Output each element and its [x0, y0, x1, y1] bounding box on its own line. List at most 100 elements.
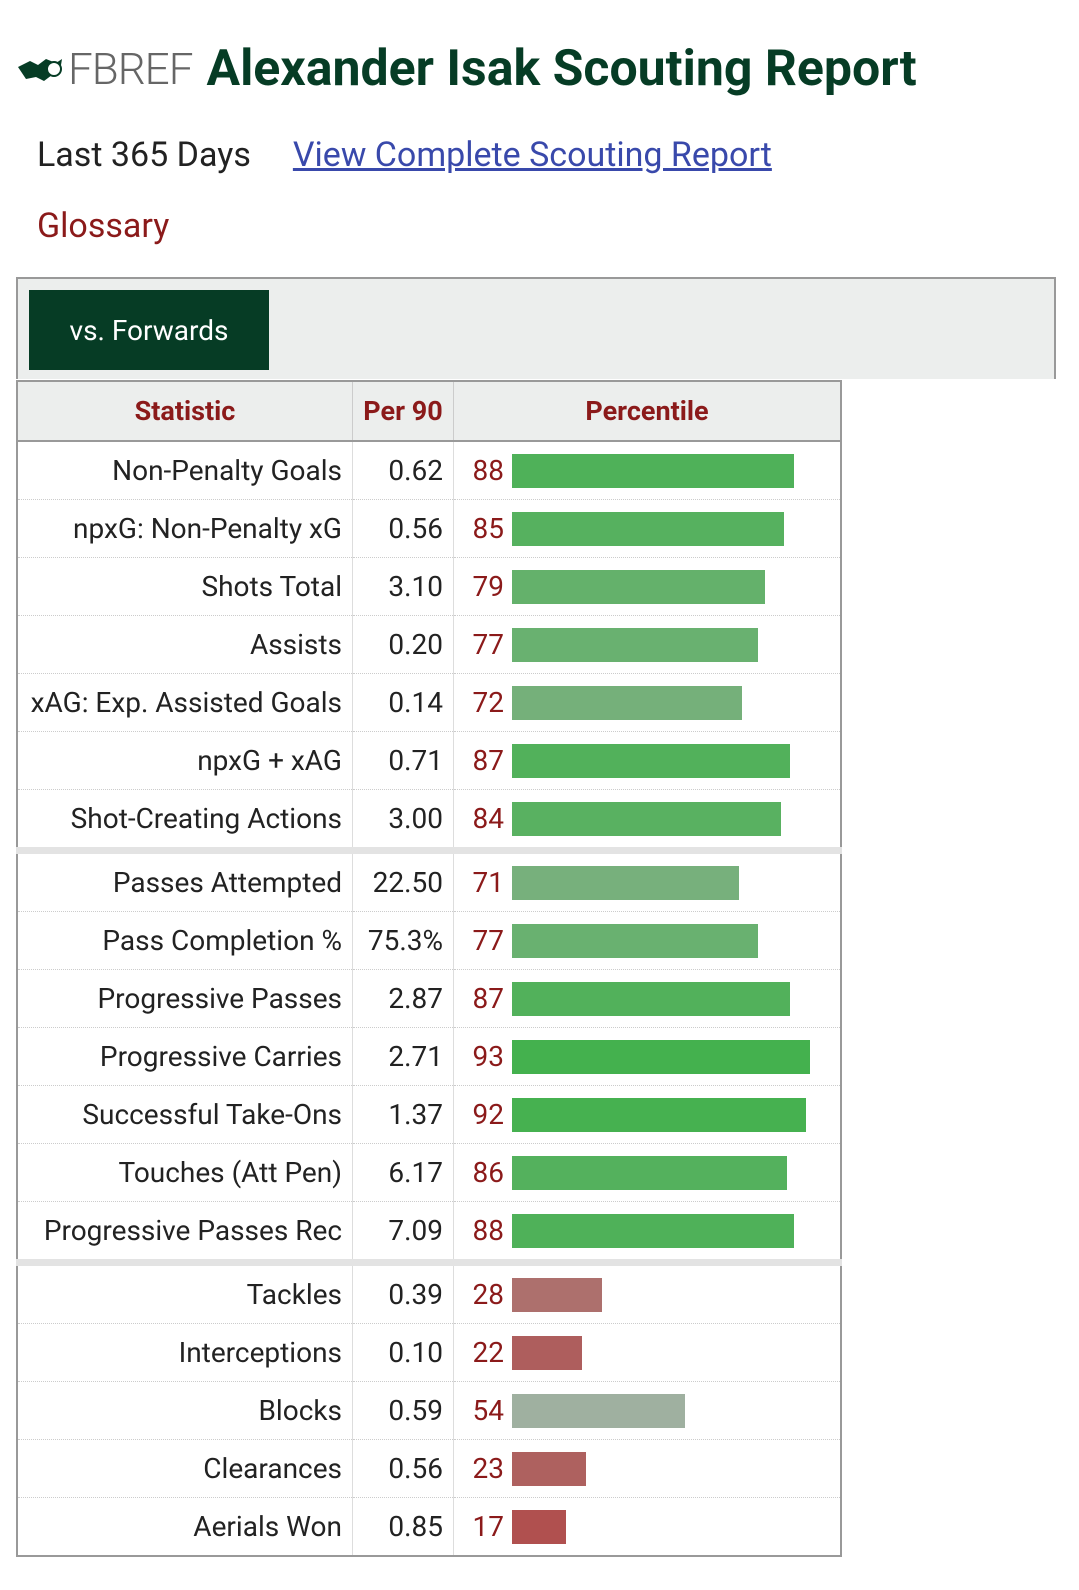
percentile-value: 17 — [472, 1510, 504, 1543]
table-row: Touches (Att Pen) 6.17 86 — [17, 1143, 841, 1202]
percentile-cell: 88 — [453, 1201, 841, 1263]
table-row: Successful Take-Ons 1.37 92 — [17, 1085, 841, 1144]
tab-bar: vs. Forwards — [16, 277, 1056, 379]
report-link[interactable]: View Complete Scouting Report — [292, 135, 772, 175]
column-header: Percentile — [453, 381, 842, 442]
table-row: Tackles 0.39 28 — [17, 1259, 841, 1324]
percentile-bar — [512, 453, 794, 488]
percentile-wrap: 28 — [454, 1277, 840, 1312]
percentile-bar — [512, 511, 784, 546]
table-row: Pass Completion % 75.3% 77 — [17, 911, 841, 970]
percentile-value: 88 — [472, 454, 504, 487]
statistic: Touches (Att Pen) — [17, 1143, 353, 1202]
percentile-wrap: 77 — [454, 923, 840, 958]
statistic: Tackles — [17, 1259, 353, 1324]
statistic: Progressive Passes Rec — [17, 1201, 353, 1263]
percentile-value: 88 — [472, 1214, 504, 1247]
percentile-wrap: 86 — [454, 1155, 840, 1190]
percentile-wrap: 93 — [454, 1039, 840, 1074]
header: FBREF Alexander Isak Scouting Report — [16, 40, 917, 98]
percentile-bar — [512, 865, 740, 900]
statistic: Blocks — [17, 1381, 353, 1440]
percentile-bar — [512, 1155, 788, 1190]
percentile-bar — [512, 1097, 807, 1132]
percentile-cell: 22 — [453, 1323, 841, 1382]
percentile-cell: 23 — [453, 1439, 841, 1498]
percentile-wrap: 54 — [454, 1393, 840, 1428]
percentile-value: 92 — [472, 1098, 504, 1131]
table-row: Passes Attempted 22.50 71 — [17, 847, 841, 912]
percentile-wrap: 92 — [454, 1097, 840, 1132]
statistic: npxG + xAG — [17, 731, 353, 790]
table-row: Shots Total 3.10 79 — [17, 557, 841, 616]
stats-table: Statistic Per 90 Percentile Non-Penalty Go… — [16, 380, 842, 1557]
percentile-wrap: 87 — [454, 743, 840, 778]
percentile-wrap: 72 — [454, 685, 840, 720]
table-body: Non-Penalty Goals 0.62 88 npxG: Non-Penalty… — [17, 441, 841, 1557]
statistic: npxG: Non-Penalty xG — [17, 499, 353, 558]
per-90: 0.14 — [352, 673, 454, 732]
percentile-value: 77 — [472, 628, 504, 661]
percentile-cell: 71 — [453, 847, 841, 912]
percentile-bar — [512, 1393, 685, 1428]
logo-icon — [18, 59, 62, 81]
per-90: 6.17 — [352, 1143, 454, 1202]
per-90: 0.59 — [352, 1381, 454, 1440]
per-90: 0.56 — [352, 499, 454, 558]
per-90: 0.71 — [352, 731, 454, 790]
table-row: Shot-Creating Actions 3.00 84 — [17, 789, 841, 851]
percentile-cell: 77 — [453, 911, 841, 970]
percentile-wrap: 85 — [454, 511, 840, 546]
table-row: Clearances 0.56 23 — [17, 1439, 841, 1498]
percentile-cell: 72 — [453, 673, 841, 732]
statistic: Aerials Won — [17, 1497, 353, 1557]
table-row: Progressive Passes 2.87 87 — [17, 969, 841, 1028]
table-row: xAG: Exp. Assisted Goals 0.14 72 — [17, 673, 841, 732]
period: Last 365 Days — [37, 135, 251, 175]
percentile-cell: 85 — [453, 499, 841, 558]
column-header: Per 90 — [352, 381, 454, 442]
percentile-cell: 86 — [453, 1143, 841, 1202]
percentile-cell: 87 — [453, 731, 841, 790]
percentile-cell: 54 — [453, 1381, 841, 1440]
per-90: 22.50 — [352, 847, 454, 912]
tab[interactable]: vs. Forwards — [29, 290, 269, 370]
percentile-bar — [512, 627, 759, 662]
statistic: Assists — [17, 615, 353, 674]
percentile-cell: 93 — [453, 1027, 841, 1086]
percentile-value: 86 — [472, 1156, 504, 1189]
percentile-value: 28 — [472, 1278, 504, 1311]
percentile-cell: 28 — [453, 1259, 841, 1324]
table-row: npxG + xAG 0.71 87 — [17, 731, 841, 790]
logo[interactable]: FBREF — [68, 43, 193, 95]
per-90: 3.10 — [352, 557, 454, 616]
per-90: 0.39 — [352, 1259, 454, 1324]
percentile-value: 79 — [472, 570, 504, 603]
percentile-bar — [512, 1335, 583, 1370]
statistic: Interceptions — [17, 1323, 353, 1382]
table-row: Blocks 0.59 54 — [17, 1381, 841, 1440]
statistic: Successful Take-Ons — [17, 1085, 353, 1144]
percentile-value: 87 — [472, 744, 504, 777]
per-90: 0.56 — [352, 1439, 454, 1498]
percentile-value: 54 — [472, 1394, 504, 1427]
table-row: Progressive Passes Rec 7.09 88 — [17, 1201, 841, 1263]
percentile-value: 85 — [472, 512, 504, 545]
percentile-value: 87 — [472, 982, 504, 1015]
table-row: Interceptions 0.10 22 — [17, 1323, 841, 1382]
table-row: Progressive Carries 2.71 93 — [17, 1027, 841, 1086]
percentile-cell: 79 — [453, 557, 841, 616]
percentile-wrap: 88 — [454, 1213, 840, 1248]
percentile-cell: 88 — [453, 441, 841, 500]
percentile-bar — [512, 685, 743, 720]
per-90: 3.00 — [352, 789, 454, 851]
percentile-value: 71 — [472, 866, 504, 899]
per-90: 1.37 — [352, 1085, 454, 1144]
table-row: npxG: Non-Penalty xG 0.56 85 — [17, 499, 841, 558]
percentile-value: 72 — [472, 686, 504, 719]
glossary-link[interactable]: Glossary — [37, 206, 170, 246]
per-90: 0.62 — [352, 441, 454, 500]
per-90: 7.09 — [352, 1201, 454, 1263]
statistic: Passes Attempted — [17, 847, 353, 912]
percentile-value: 93 — [472, 1040, 504, 1073]
